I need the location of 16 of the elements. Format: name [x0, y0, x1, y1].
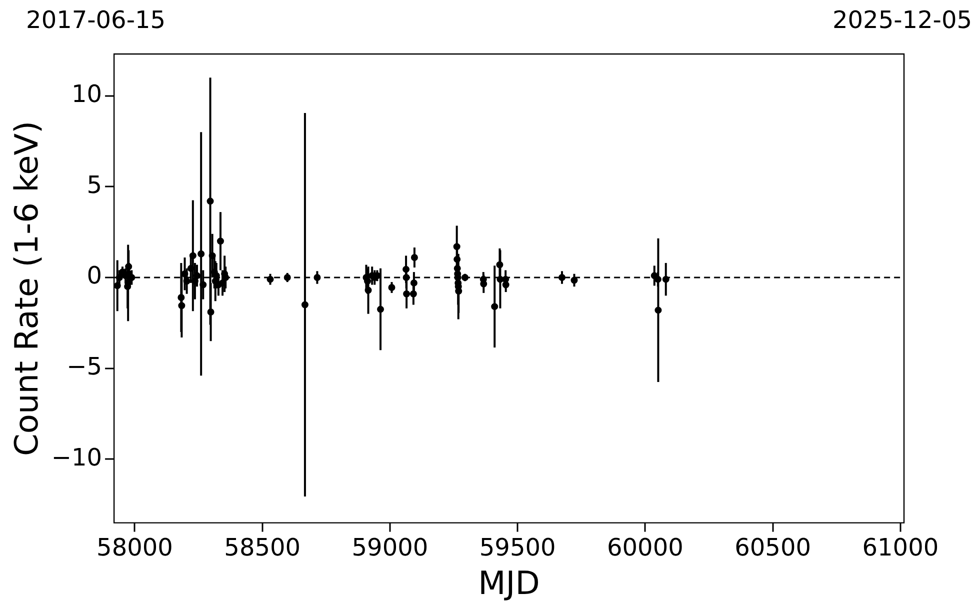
x-tick-label: 60000 — [607, 533, 684, 562]
x-tick-label: 61000 — [862, 533, 939, 562]
x-tick-label: 59000 — [352, 533, 428, 562]
x-tick-label: 58000 — [96, 533, 173, 562]
text: 2017-06-15 — [26, 6, 166, 34]
x-tick-label: 58500 — [224, 533, 301, 562]
x-axis-title: MJD — [478, 564, 540, 602]
y-tick-label: 10 — [72, 80, 102, 108]
y-tick-label: 5 — [86, 170, 102, 199]
x-tick-label: 60500 — [734, 533, 811, 562]
x-tick-label: 59500 — [479, 533, 556, 562]
y-axis-title: Count Rate (1-6 keV) — [8, 120, 46, 456]
y-tick-label: −10 — [51, 443, 102, 472]
y-tick-label: −5 — [66, 352, 102, 381]
text: 2025-12-05 — [832, 6, 972, 34]
y-tick-label: 0 — [86, 262, 102, 290]
